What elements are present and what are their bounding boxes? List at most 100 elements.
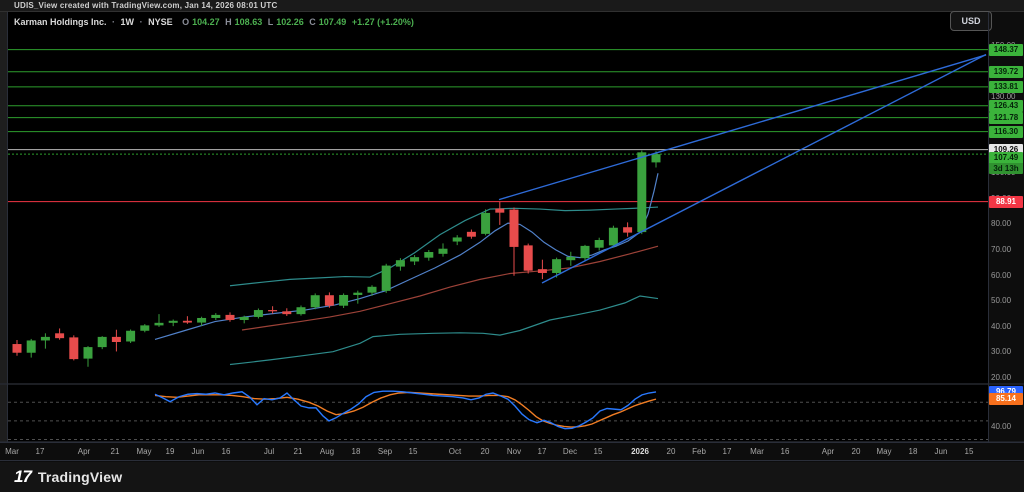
- candle-up: [40, 336, 50, 341]
- candle-up: [239, 316, 249, 321]
- time-axis-tick-2026: 2026: [631, 447, 649, 456]
- candle-down: [268, 310, 278, 312]
- candle-up: [140, 325, 150, 331]
- close-value: 107.49: [318, 17, 347, 27]
- high-prefix: H: [225, 17, 232, 27]
- price-line-label-139.72: 139.72: [989, 65, 1023, 78]
- candle-down: [495, 208, 505, 213]
- candle-up: [395, 260, 405, 267]
- candle-up: [594, 240, 604, 248]
- price-axis-label-60.00: 60.00: [991, 270, 1012, 280]
- time-axis-tick-Sep: Sep: [377, 447, 393, 456]
- tradingview-logo-icon: 17: [14, 467, 32, 486]
- time-axis-tick-Mar: Mar: [750, 447, 764, 456]
- candle-up: [381, 265, 391, 291]
- symbol-name[interactable]: Karman Holdings Inc.: [14, 17, 107, 27]
- candle-up: [26, 340, 36, 353]
- candle-down: [324, 295, 334, 306]
- candles[interactable]: [12, 150, 661, 367]
- candle-up: [367, 286, 377, 293]
- candle-up: [438, 248, 448, 254]
- candle-down: [466, 231, 476, 237]
- time-axis-tick-Apr: Apr: [77, 447, 91, 456]
- candle-up: [126, 330, 136, 342]
- close-prefix: C: [309, 17, 316, 27]
- time-axis-tick-Aug: Aug: [319, 447, 335, 456]
- price-line-label-126.43: 126.43: [989, 99, 1023, 112]
- timeframe-label[interactable]: 1W: [120, 17, 135, 27]
- candle-up: [608, 227, 618, 246]
- candle-up: [580, 245, 590, 259]
- trendline-2[interactable]: [541, 53, 987, 284]
- time-axis-tick-18: 18: [351, 447, 361, 456]
- price-line-label-148.37: 148.37: [989, 43, 1023, 56]
- low-prefix: L: [267, 17, 274, 27]
- candle-up: [296, 307, 306, 315]
- candle-up: [253, 310, 263, 317]
- low-value: 102.26: [276, 17, 304, 27]
- tradingview-logo[interactable]: 17 TradingView: [14, 468, 122, 485]
- stoch-d-label: 85.14: [989, 393, 1023, 406]
- slow-ma-line[interactable]: [241, 245, 659, 331]
- watermark-bar: UDIS_View created with TradingView.com, …: [0, 0, 1024, 12]
- time-axis-tick-Mar: Mar: [5, 447, 19, 456]
- time-axis[interactable]: Mar 17 Apr 21 May 19 Jun 16 Jul 21 Aug 18 Sep 15 Oct 20…: [0, 442, 1024, 461]
- candle-up: [353, 292, 363, 295]
- fast-ma-line[interactable]: [154, 173, 659, 341]
- candle-up: [552, 259, 562, 273]
- candle-down: [225, 314, 235, 321]
- candle-down: [55, 333, 65, 339]
- time-axis-tick-20: 20: [666, 447, 676, 456]
- indicator-axis-label: 40.00: [991, 422, 1012, 432]
- time-axis-tick-Oct: Oct: [448, 447, 462, 456]
- time-axis-tick-18: 18: [908, 447, 918, 456]
- candle-up: [566, 256, 576, 261]
- price-axis-label-30.00: 30.00: [991, 347, 1012, 357]
- time-axis-tick-17: 17: [722, 447, 732, 456]
- last-price-value: 107.49: [993, 153, 1019, 162]
- time-axis-tick-15: 15: [593, 447, 603, 456]
- price-axis-label-80.00: 80.00: [991, 219, 1012, 229]
- time-axis-tick-19: 19: [165, 447, 175, 456]
- candle-up: [339, 294, 349, 306]
- lower-band-line[interactable]: [229, 295, 659, 366]
- trendline-1[interactable]: [498, 54, 987, 201]
- time-axis-tick-Jul: Jul: [263, 447, 275, 456]
- main-plot-bg[interactable]: [8, 12, 988, 383]
- bottom-brand-bar: [0, 462, 1024, 492]
- candle-up: [197, 317, 207, 323]
- price-line-label-116.30: 116.30: [989, 125, 1023, 138]
- bar-countdown: 3d 13h: [989, 163, 1023, 174]
- time-axis-tick-15: 15: [408, 447, 418, 456]
- time-axis-tick-15: 15: [964, 447, 974, 456]
- stoch-k-line[interactable]: [154, 390, 657, 430]
- symbol-legend[interactable]: Karman Holdings Inc. · 1W · NYSE O 104.27…: [14, 17, 417, 27]
- time-axis-tick-17: 17: [537, 447, 547, 456]
- price-line-label-88.91: 88.91: [989, 195, 1023, 208]
- exchange-label: NYSE: [148, 17, 173, 27]
- candle-up: [310, 295, 320, 308]
- candle-down: [509, 209, 519, 247]
- price-axis-label-50.00: 50.00: [991, 296, 1012, 306]
- time-axis-tick-Feb: Feb: [692, 447, 706, 456]
- currency-toggle-button[interactable]: USD: [950, 11, 992, 31]
- time-axis-tick-20: 20: [851, 447, 861, 456]
- time-axis-tick-Nov: Nov: [506, 447, 522, 456]
- time-axis-tick-17: 17: [35, 447, 45, 456]
- time-axis-tick-16: 16: [780, 447, 790, 456]
- candle-up: [452, 237, 462, 242]
- price-axis[interactable]: [988, 12, 1024, 461]
- time-axis-tick-Jun: Jun: [191, 447, 205, 456]
- price-axis-label-70.00: 70.00: [991, 244, 1012, 254]
- left-toolbar-gutter: [0, 0, 8, 461]
- upper-band-line[interactable]: [229, 206, 659, 287]
- candle-up: [168, 320, 178, 323]
- candle-up: [651, 154, 661, 163]
- stoch-d-line[interactable]: [154, 391, 657, 428]
- indicator-plot-bg[interactable]: [8, 385, 988, 441]
- time-axis-tick-Jun: Jun: [934, 447, 948, 456]
- time-axis-tick-21: 21: [110, 447, 120, 456]
- candle-down: [623, 227, 633, 233]
